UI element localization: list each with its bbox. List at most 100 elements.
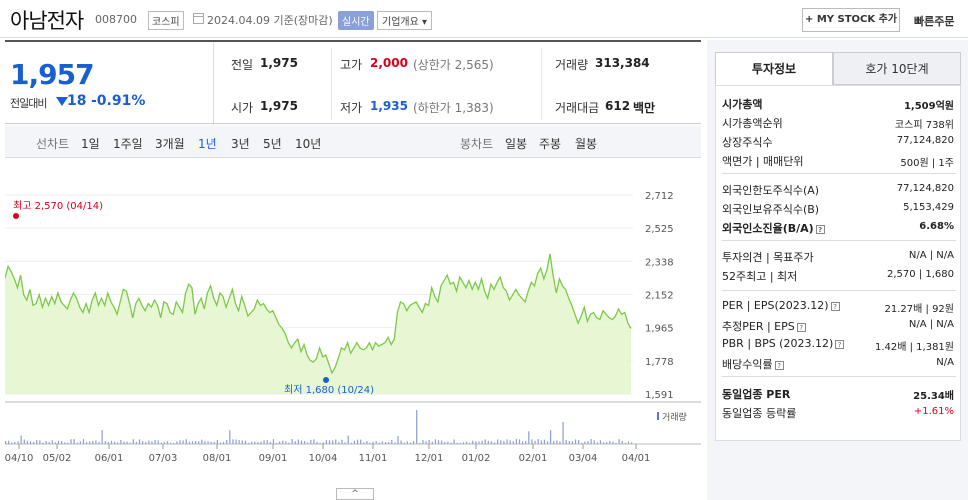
volume-bar [148, 440, 150, 444]
candle-daily[interactable]: 일봉 [505, 137, 528, 151]
price-area [5, 253, 631, 394]
volume-bar [487, 440, 489, 444]
volume-bar [173, 442, 175, 444]
period-1d[interactable]: 1일 [81, 137, 100, 151]
period-3y[interactable]: 3년 [231, 137, 250, 151]
volume-bar [581, 442, 583, 444]
volume-bar [434, 439, 436, 444]
volume-bar [381, 441, 384, 444]
volume-bar [531, 439, 533, 444]
volume-bar [307, 442, 309, 444]
help-icon[interactable]: ? [815, 224, 825, 234]
period-3m[interactable]: 3개월 [155, 137, 185, 151]
volume-bar [490, 441, 493, 444]
quick-order-link[interactable]: 빠른주문 [914, 15, 955, 28]
help-icon[interactable]: ? [830, 301, 840, 311]
volume-bar [101, 430, 103, 444]
help-icon[interactable]: ? [774, 360, 784, 370]
volume-bar [612, 441, 614, 444]
volume-bar [36, 439, 38, 444]
info-value: 5,153,429 [903, 202, 954, 213]
help-icon[interactable]: ? [835, 339, 845, 349]
add-my-stock-button[interactable]: + MY STOCK 추가 [802, 8, 900, 32]
volume-bar [191, 441, 194, 444]
current-price: 1,957 [10, 58, 95, 91]
volume-bar [33, 441, 35, 444]
volume-bar [356, 439, 359, 444]
volume-bar [138, 439, 141, 444]
tab-order-book[interactable]: 호가 10단계 [833, 52, 961, 85]
tab-invest-info[interactable]: 투자정보 [715, 52, 833, 85]
company-info-dropdown[interactable]: 기업개요 ▾ [377, 11, 433, 30]
x-tick-label: 12/01 [415, 453, 444, 464]
volume-bar [294, 441, 296, 444]
y-tick-label: 1,591 [645, 390, 674, 401]
help-icon[interactable]: ? [796, 322, 806, 332]
volume-bar [556, 440, 558, 444]
period-1w[interactable]: 1주일 [113, 137, 143, 151]
volume-bar [481, 440, 483, 444]
period-10y[interactable]: 10년 [295, 137, 322, 151]
volume-bar [29, 441, 32, 444]
y-tick-label: 2,712 [645, 191, 674, 202]
x-tick-label: 11/01 [359, 453, 388, 464]
stock-name: 아남전자 [10, 9, 84, 33]
volume-bar [559, 441, 561, 444]
y-tick-label: 2,152 [645, 291, 674, 302]
candle-monthly[interactable]: 월봉 [575, 137, 598, 151]
volume-bar [145, 442, 147, 444]
info-label: 시가총액순위 [722, 115, 783, 131]
collapse-chart-button[interactable]: ^ [336, 488, 374, 500]
invest-info-body: 시가총액 1,509억원 시가총액순위 코스피 738위 상장주식수 77,124,820… [715, 85, 961, 441]
volume-bar [456, 442, 458, 444]
volume-bar [54, 442, 57, 444]
volume-bar [578, 440, 580, 444]
volume-bar [587, 441, 589, 444]
volume-bar [372, 441, 374, 444]
volume-bar [353, 440, 356, 444]
low-label: 저가 [340, 101, 363, 115]
volume-bar [624, 442, 626, 444]
invest-info-panel: 투자정보 호가 10단계 시가총액 1,509억원 시가총액순위 코스피 738위 상장… [707, 40, 968, 500]
x-tick-label: 04/01 [622, 453, 651, 464]
volume-bar [288, 442, 290, 444]
volume-bar [378, 442, 380, 444]
volume-bar [213, 442, 215, 444]
volume-bar [129, 442, 131, 444]
volume-bar [5, 441, 7, 444]
volume-bar [521, 441, 524, 444]
period-1y[interactable]: 1년 [198, 137, 217, 151]
x-tick-label: 01/02 [462, 453, 491, 464]
volume-bar [135, 442, 138, 444]
volume-bar [263, 440, 265, 444]
price-chart: 2,712 2,525 2,338 2,152 1,965 1,778 1,591 최고 2,… [4, 158, 701, 500]
volume-bar [459, 442, 461, 444]
x-tick-label: 09/01 [259, 453, 288, 464]
period-5y[interactable]: 5년 [263, 137, 282, 151]
info-value: N/A [936, 357, 954, 368]
volume-bar [107, 442, 109, 444]
volume-bar [272, 439, 275, 444]
volume-bar [98, 441, 100, 444]
volume-bar [416, 410, 418, 444]
info-label-text: 외국인한도주식수(A) [722, 184, 820, 197]
volume-bar [67, 442, 69, 444]
candle-weekly[interactable]: 주봉 [539, 137, 562, 151]
volume-bar [369, 442, 371, 444]
info-label-text: 동일업종 PER [722, 388, 791, 401]
volume-bar [42, 442, 44, 444]
volume-bar [241, 440, 243, 444]
realtime-button[interactable]: 실시간 [338, 11, 374, 30]
volume-bar [512, 441, 514, 444]
info-label: PER | EPS(2023.12)? [722, 299, 840, 312]
info-label-text: 시가총액순위 [722, 117, 783, 130]
volume-bar [297, 439, 299, 444]
info-label-text: PBR | BPS (2023.12) [722, 337, 834, 350]
y-tick-label: 2,525 [645, 224, 674, 235]
divider [541, 48, 542, 120]
volume-bar [247, 442, 250, 444]
volume-bar [163, 442, 166, 444]
volume-bar [465, 441, 468, 444]
divider [722, 290, 956, 291]
plus-icon: + [804, 14, 814, 25]
